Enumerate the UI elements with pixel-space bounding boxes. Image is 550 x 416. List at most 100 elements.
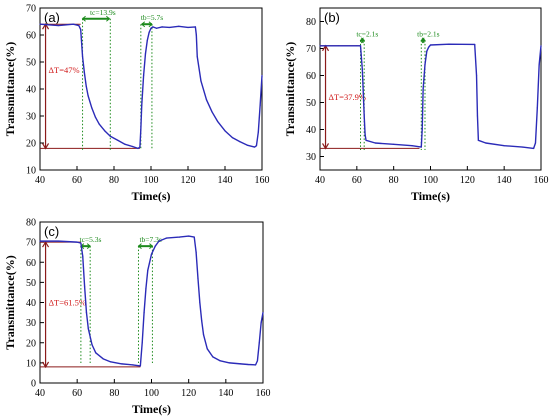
- data-point: [337, 45, 340, 47]
- x-tick-label: 140: [497, 175, 512, 186]
- data-point: [255, 145, 258, 147]
- data-point: [80, 29, 82, 31]
- y-tick-label: 80: [26, 218, 36, 229]
- data-point: [534, 142, 537, 144]
- data-point: [148, 31, 150, 33]
- data-point: [150, 253, 153, 255]
- data-point: [361, 69, 363, 71]
- y-tick-label: 30: [26, 112, 36, 123]
- y-tick-label: 30: [306, 152, 316, 163]
- data-point: [521, 146, 524, 148]
- data-point: [540, 45, 542, 47]
- x-tick-label: 140: [218, 175, 233, 186]
- data-point: [57, 240, 60, 242]
- data-point: [85, 85, 87, 87]
- y-tick-label: 40: [26, 85, 36, 96]
- x-axis-label: Time(s): [131, 189, 170, 203]
- data-point: [239, 141, 241, 143]
- data-point: [168, 26, 171, 29]
- data-point: [426, 50, 428, 52]
- data-point: [231, 137, 233, 139]
- x-tick-label: 120: [181, 175, 196, 186]
- data-point: [363, 115, 365, 117]
- panel-label: (b): [324, 10, 340, 25]
- delta-t-arrowhead-down: [42, 143, 50, 150]
- data-point: [83, 72, 85, 74]
- data-point: [158, 240, 160, 242]
- data-point: [503, 145, 505, 147]
- x-tick-label: 60: [352, 175, 362, 186]
- data-point: [87, 95, 89, 97]
- transmittance-series-line: [39, 23, 263, 150]
- data-point: [261, 74, 263, 77]
- x-tick-label: 100: [423, 175, 438, 186]
- y-tick-label: 50: [26, 278, 36, 289]
- coloring-time-label: tc=13.9s: [90, 8, 116, 17]
- data-point: [76, 241, 78, 243]
- data-point: [193, 236, 195, 238]
- data-point: [102, 358, 104, 360]
- data-point: [188, 235, 190, 237]
- data-point: [82, 255, 84, 257]
- y-tick-label: 70: [26, 238, 36, 249]
- y-tick-label: 30: [26, 318, 36, 329]
- y-tick-label: 60: [26, 258, 36, 269]
- x-tick-label: 40: [35, 175, 45, 186]
- data-point: [228, 362, 231, 364]
- data-point: [424, 64, 426, 66]
- data-point: [206, 348, 208, 350]
- data-point: [205, 99, 208, 101]
- data-point: [57, 24, 60, 27]
- data-point: [411, 145, 413, 147]
- data-point: [477, 139, 479, 141]
- x-tick-label: 100: [144, 175, 159, 186]
- data-point: [91, 107, 93, 109]
- data-point: [200, 80, 202, 82]
- data-point: [145, 287, 147, 290]
- data-point: [476, 115, 479, 117]
- y-tick-label: 70: [306, 44, 316, 55]
- y-tick-label: 50: [26, 58, 36, 69]
- coloring-time-arrowhead-right: [106, 15, 111, 22]
- data-point: [364, 134, 366, 136]
- data-point: [258, 342, 260, 344]
- y-axis-label: Transmittance(%): [3, 255, 17, 349]
- data-point: [147, 269, 149, 271]
- data-point: [139, 146, 141, 148]
- data-point: [144, 53, 147, 55]
- data-point: [474, 43, 476, 46]
- data-point: [110, 361, 112, 363]
- x-tick-label: 40: [35, 388, 45, 399]
- data-point: [365, 139, 367, 141]
- x-axis-label: Time(s): [132, 402, 171, 416]
- data-point: [84, 285, 86, 287]
- x-tick-label: 80: [389, 175, 399, 186]
- data-point: [197, 277, 199, 279]
- delta-t-label: ΔT=47%: [49, 65, 80, 75]
- data-point: [72, 23, 74, 25]
- transmittance-series-line: [40, 235, 264, 367]
- data-point: [319, 45, 321, 47]
- data-point: [429, 44, 432, 46]
- data-point: [132, 364, 134, 366]
- data-point: [150, 27, 152, 29]
- panel-a: 40 60 80 100 120 140 160 10 20 30 40 50 60 70 Time(s) T…: [3, 4, 270, 204]
- x-tick-label: 40: [315, 175, 325, 186]
- delta-t-label: ΔT=37.9%: [329, 92, 366, 102]
- y-axis-label: Transmittance(%): [283, 42, 297, 136]
- y-tick-label: 60: [306, 71, 316, 82]
- bleaching-time-label: tb=5.7s: [141, 13, 163, 22]
- data-point: [254, 364, 257, 366]
- y-tick-label: 40: [26, 298, 36, 309]
- data-point: [131, 145, 134, 148]
- data-point: [141, 342, 143, 344]
- panel-label: (c): [44, 224, 59, 239]
- data-point: [109, 135, 111, 137]
- delta-t-arrowhead-down: [322, 143, 330, 150]
- data-point: [137, 147, 139, 149]
- data-point: [485, 142, 487, 144]
- x-tick-label: 140: [218, 388, 233, 399]
- x-tick-label: 120: [460, 175, 475, 186]
- data-point: [259, 104, 261, 106]
